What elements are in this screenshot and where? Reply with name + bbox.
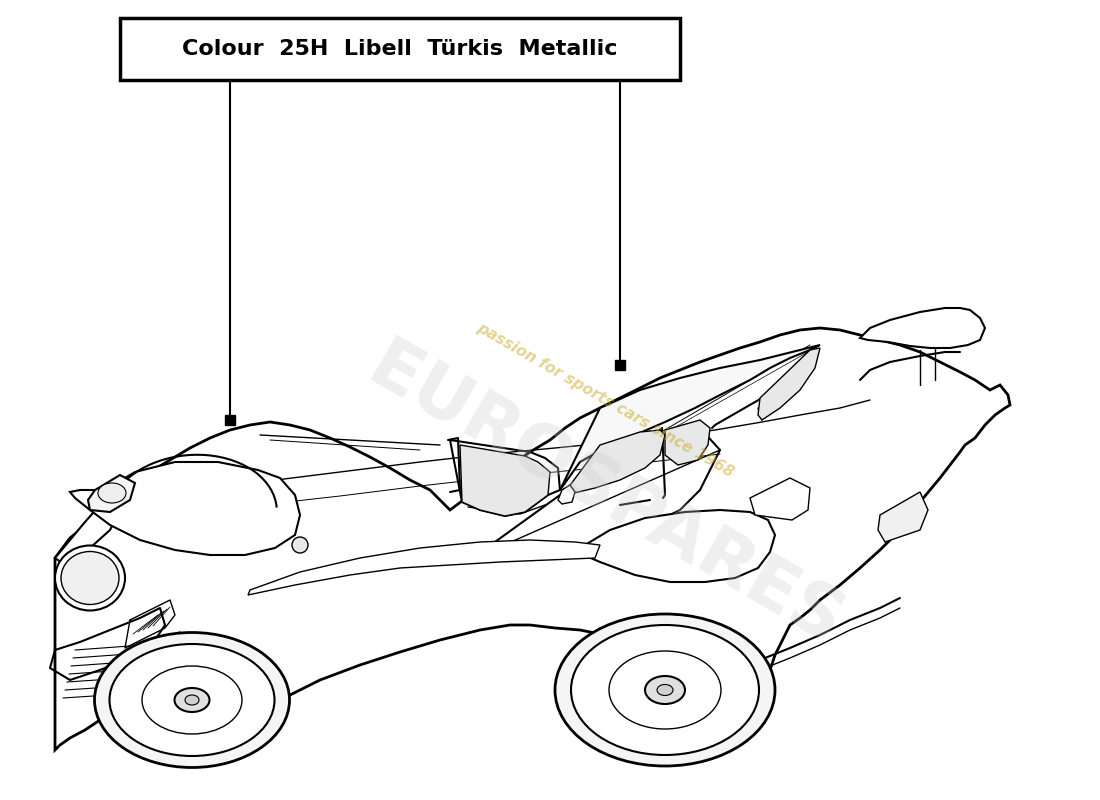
Polygon shape <box>560 345 820 490</box>
Text: Colour  25H  Libell  Türkis  Metallic: Colour 25H Libell Türkis Metallic <box>183 39 618 59</box>
Polygon shape <box>248 540 600 595</box>
Text: passion for sports cars since 1968: passion for sports cars since 1968 <box>474 320 736 480</box>
Bar <box>120 18 680 80</box>
Bar <box>615 360 625 370</box>
Polygon shape <box>860 308 984 348</box>
Ellipse shape <box>657 685 673 695</box>
Ellipse shape <box>185 695 199 705</box>
Text: EUROSPARES: EUROSPARES <box>355 332 855 660</box>
Polygon shape <box>460 445 550 516</box>
Polygon shape <box>88 475 135 512</box>
Ellipse shape <box>556 614 776 766</box>
Polygon shape <box>558 485 575 504</box>
Polygon shape <box>55 490 120 565</box>
Ellipse shape <box>571 625 759 755</box>
Ellipse shape <box>98 483 126 503</box>
Polygon shape <box>55 328 1010 750</box>
Polygon shape <box>565 430 666 494</box>
Polygon shape <box>70 462 300 555</box>
Polygon shape <box>758 348 820 420</box>
Ellipse shape <box>55 546 125 610</box>
Circle shape <box>292 537 308 553</box>
Polygon shape <box>556 510 776 582</box>
Ellipse shape <box>110 644 275 756</box>
Polygon shape <box>666 420 710 465</box>
Ellipse shape <box>60 551 119 605</box>
Bar <box>226 415 235 425</box>
Polygon shape <box>878 492 928 542</box>
Polygon shape <box>750 478 810 520</box>
Ellipse shape <box>175 688 209 712</box>
Ellipse shape <box>645 676 685 704</box>
Ellipse shape <box>95 633 289 767</box>
